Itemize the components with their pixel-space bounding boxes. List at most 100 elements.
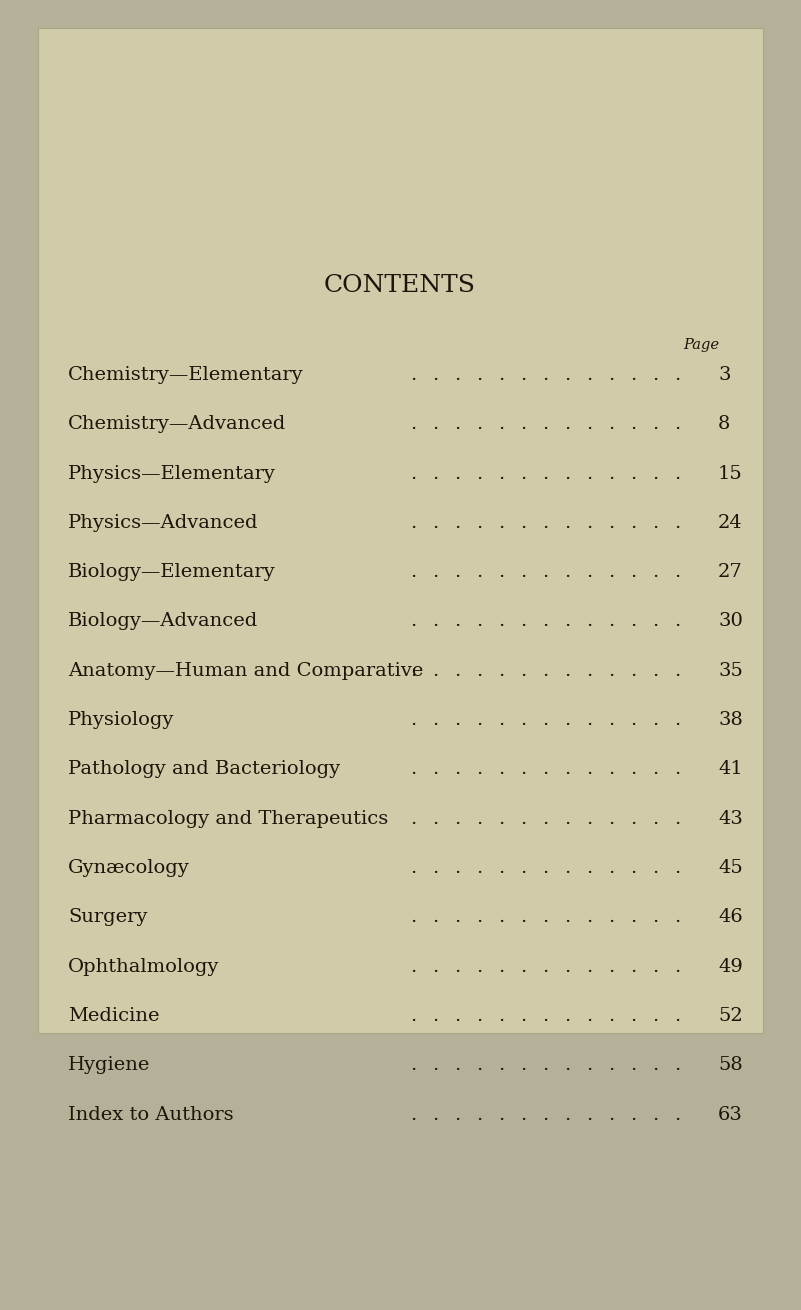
Text: .: . [564,859,570,876]
Text: Surgery: Surgery [68,908,147,926]
Text: .: . [476,908,482,926]
Text: .: . [608,514,614,532]
Text: .: . [652,810,658,828]
Text: .: . [476,563,482,582]
Text: .: . [630,908,636,926]
Text: .: . [476,711,482,730]
Text: .: . [608,465,614,482]
Text: .: . [520,514,526,532]
Text: .: . [498,958,505,976]
Text: .: . [454,514,461,532]
Text: .: . [564,1106,570,1124]
Text: .: . [630,958,636,976]
Text: .: . [630,613,636,630]
Text: 30: 30 [718,613,743,630]
Text: .: . [476,760,482,778]
Text: .: . [674,465,680,482]
Text: .: . [674,662,680,680]
Text: .: . [674,365,680,384]
Text: .: . [498,1106,505,1124]
Text: .: . [608,1056,614,1074]
Text: .: . [674,859,680,876]
Text: .: . [520,1106,526,1124]
Text: 8: 8 [718,415,731,434]
Text: .: . [630,711,636,730]
Text: .: . [542,465,548,482]
Text: .: . [476,1007,482,1024]
Text: .: . [586,810,592,828]
Text: .: . [630,1106,636,1124]
Text: .: . [498,1056,505,1074]
Text: .: . [476,859,482,876]
Text: .: . [674,563,680,582]
Text: .: . [586,365,592,384]
Text: Index to Authors: Index to Authors [68,1106,234,1124]
Text: .: . [542,1007,548,1024]
Text: .: . [652,1106,658,1124]
Text: Gynæcology: Gynæcology [68,859,190,876]
Text: .: . [608,810,614,828]
Text: .: . [586,662,592,680]
Text: .: . [520,810,526,828]
Text: .: . [476,662,482,680]
Text: .: . [586,415,592,434]
Text: Physiology: Physiology [68,711,175,730]
Text: .: . [652,958,658,976]
Text: .: . [498,514,505,532]
Text: Pharmacology and Therapeutics: Pharmacology and Therapeutics [68,810,388,828]
Text: Biology—Advanced: Biology—Advanced [68,613,258,630]
Text: .: . [520,958,526,976]
Text: .: . [630,465,636,482]
Text: .: . [564,1007,570,1024]
Text: .: . [652,365,658,384]
Text: .: . [564,958,570,976]
Text: .: . [652,1007,658,1024]
Text: .: . [542,1056,548,1074]
Text: .: . [674,711,680,730]
Text: .: . [410,613,417,630]
Text: 49: 49 [718,958,743,976]
Text: .: . [630,1056,636,1074]
Text: .: . [630,760,636,778]
Text: CONTENTS: CONTENTS [324,274,476,296]
Text: .: . [432,1007,438,1024]
Text: .: . [520,1056,526,1074]
Text: .: . [432,415,438,434]
Text: .: . [520,711,526,730]
Text: Chemistry—Elementary: Chemistry—Elementary [68,365,304,384]
Text: .: . [652,465,658,482]
Text: .: . [542,365,548,384]
Text: .: . [652,563,658,582]
Text: .: . [564,563,570,582]
Text: .: . [674,810,680,828]
Text: .: . [454,908,461,926]
Text: .: . [520,365,526,384]
Text: .: . [454,365,461,384]
Text: .: . [674,760,680,778]
Text: .: . [630,1007,636,1024]
Text: .: . [608,859,614,876]
Text: Hygiene: Hygiene [68,1056,151,1074]
Text: 58: 58 [718,1056,743,1074]
Text: .: . [520,859,526,876]
Text: .: . [410,859,417,876]
Text: .: . [564,1056,570,1074]
Text: .: . [498,465,505,482]
Text: .: . [630,859,636,876]
Text: .: . [586,859,592,876]
Text: .: . [410,810,417,828]
Text: 38: 38 [718,711,743,730]
Text: .: . [410,760,417,778]
Text: Chemistry—Advanced: Chemistry—Advanced [68,415,286,434]
Text: .: . [608,958,614,976]
Text: .: . [410,711,417,730]
Text: Ophthalmology: Ophthalmology [68,958,219,976]
Text: .: . [454,1106,461,1124]
Text: Page: Page [683,338,718,352]
Text: .: . [586,1106,592,1124]
Text: .: . [542,859,548,876]
Text: .: . [586,465,592,482]
Text: .: . [498,908,505,926]
Text: .: . [410,563,417,582]
Text: .: . [454,613,461,630]
